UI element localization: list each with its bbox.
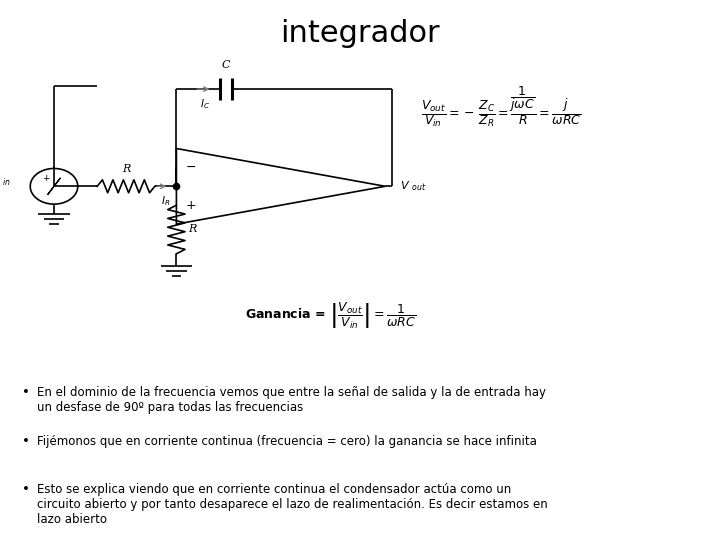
Text: R: R	[188, 225, 197, 234]
Text: −: −	[186, 161, 196, 174]
Text: $V\ _{out}$: $V\ _{out}$	[400, 179, 426, 193]
Text: R: R	[122, 164, 130, 174]
Text: +: +	[42, 174, 49, 183]
Text: •: •	[22, 386, 30, 399]
Text: +: +	[186, 199, 196, 212]
Text: Fijémonos que en corriente continua (frecuencia = cero) la ganancia se hace infi: Fijémonos que en corriente continua (fre…	[37, 435, 537, 448]
Text: $I_C$: $I_C$	[200, 97, 210, 111]
Text: Ganancia = $\left|\dfrac{V_{out}}{V_{in}}\right| = \dfrac{1}{\omega RC}$: Ganancia = $\left|\dfrac{V_{out}}{V_{in}…	[245, 301, 416, 331]
Text: C: C	[222, 60, 230, 70]
Text: •: •	[22, 483, 30, 496]
Text: Esto se explica viendo que en corriente continua el condensador actúa como un
ci: Esto se explica viendo que en corriente …	[37, 483, 548, 526]
Text: En el dominio de la frecuencia vemos que entre la señal de salida y la de entrad: En el dominio de la frecuencia vemos que…	[37, 386, 546, 414]
Text: $V\ _{in}$: $V\ _{in}$	[0, 174, 11, 188]
Text: integrador: integrador	[280, 19, 440, 48]
Text: •: •	[22, 435, 30, 448]
Text: $\dfrac{V_{out}}{V_{in}} = -\,\dfrac{Z_C}{Z_R} = \dfrac{\dfrac{1}{j\omega C}}{R}: $\dfrac{V_{out}}{V_{in}} = -\,\dfrac{Z_C…	[421, 84, 582, 129]
Text: $I_R$: $I_R$	[161, 194, 171, 208]
